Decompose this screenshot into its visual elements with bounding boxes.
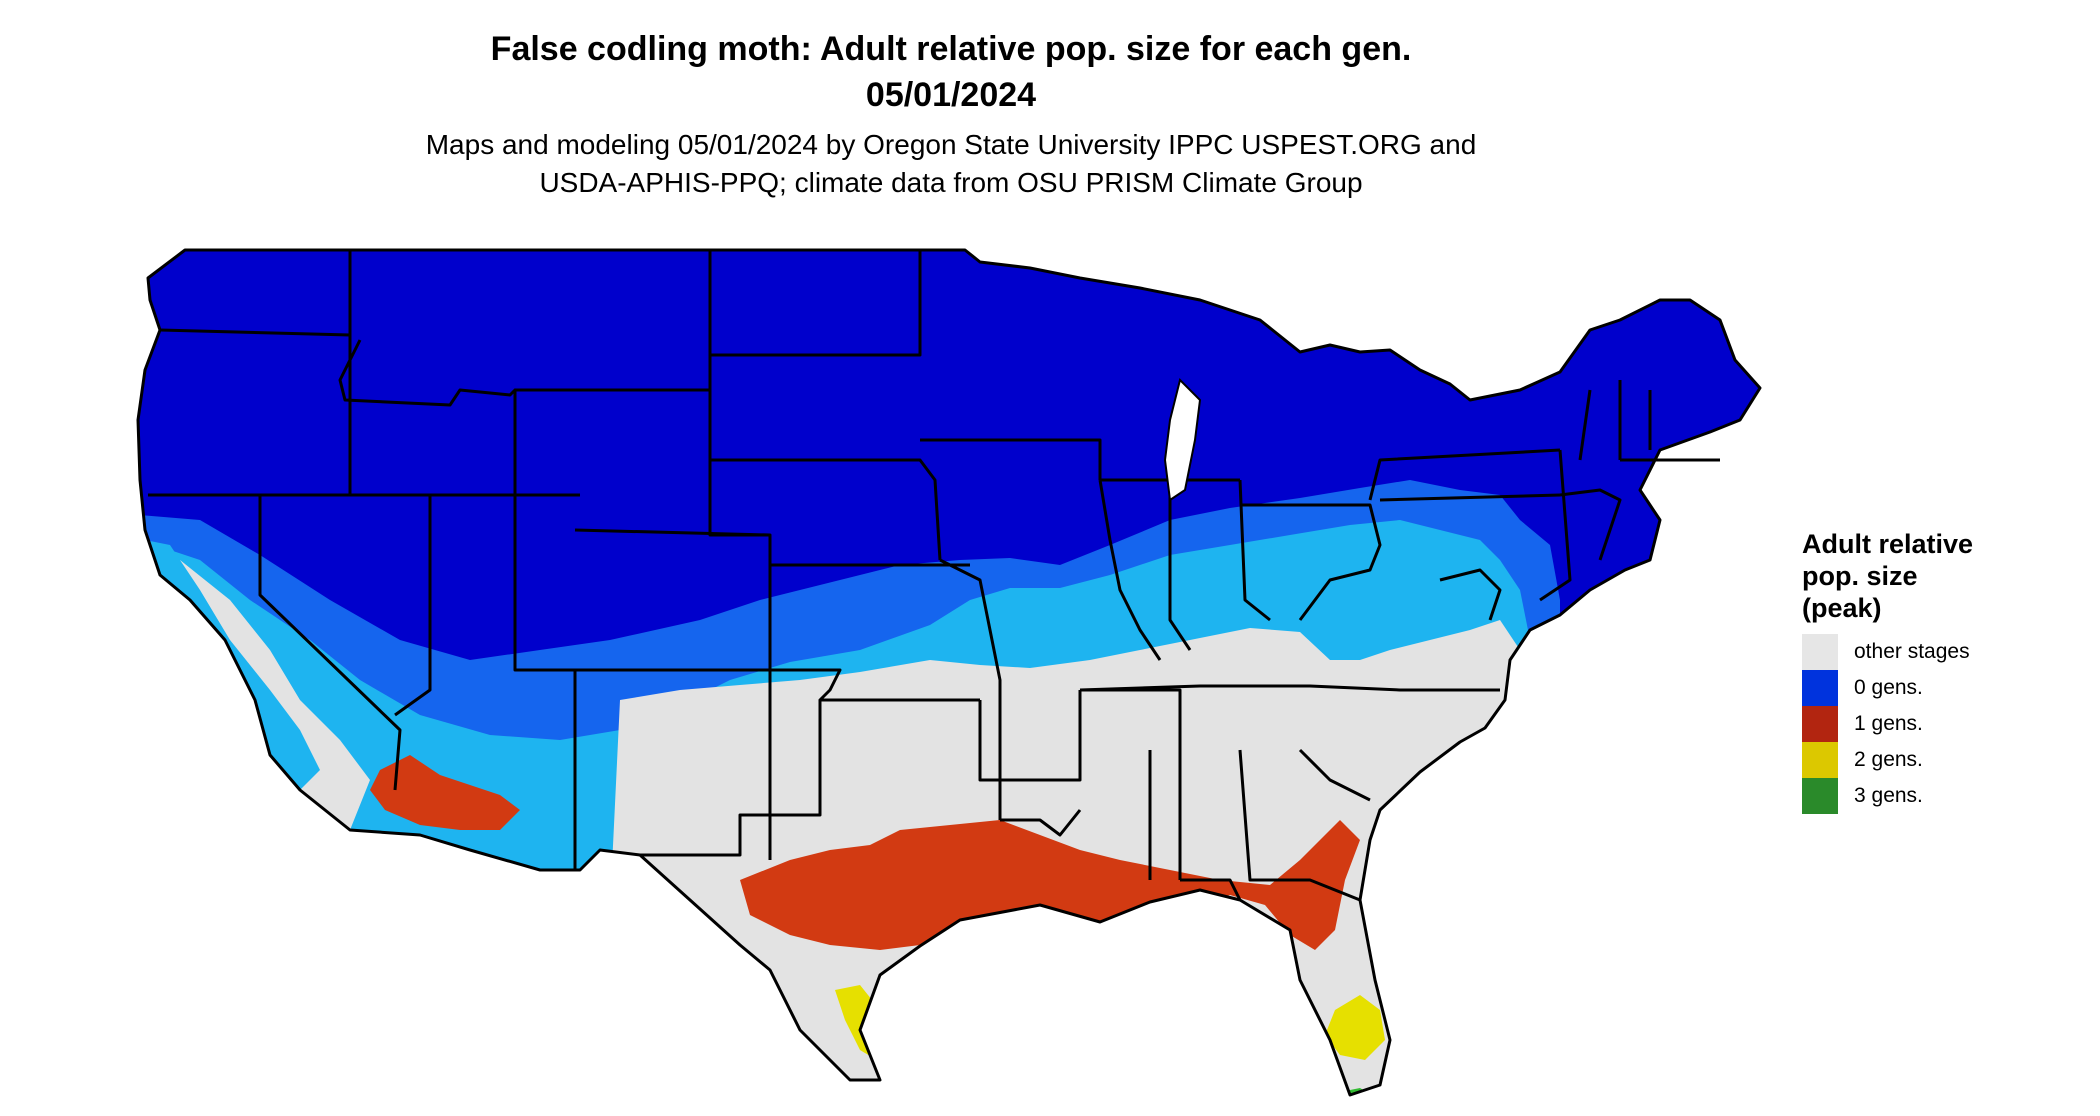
lake-michigan (1163, 378, 1202, 502)
zone-one-gen-gulf (740, 820, 1360, 950)
legend-swatch (1802, 742, 1838, 778)
legend: Adult relative pop. size (peak) other st… (1802, 528, 2042, 814)
legend-label: 1 gens. (1854, 712, 1923, 735)
subtitle-line-1: Maps and modeling 05/01/2024 by Oregon S… (425, 129, 1477, 160)
title-line-2: 05/01/2024 (865, 76, 1037, 114)
legend-item-other-stages: other stages (1802, 634, 2042, 670)
legend-label: 0 gens. (1854, 676, 1923, 699)
legend-title: Adult relative pop. size (peak) (1802, 528, 2042, 624)
legend-label: 2 gens. (1854, 748, 1923, 771)
state-borders (136, 248, 1762, 1097)
zone-two-gens-florida (1325, 995, 1385, 1060)
legend-title-line-3: (peak) (1802, 593, 1882, 623)
legend-item-2-gens: 2 gens. (1802, 742, 2042, 778)
legend-title-line-2: pop. size (1802, 561, 1918, 591)
legend-item-0-gens: 0 gens. (1802, 670, 2042, 706)
legend-swatch (1802, 670, 1838, 706)
legend-title-line-1: Adult relative (1802, 529, 1974, 559)
legend-swatch (1802, 778, 1838, 814)
subtitle-line-2: USDA-APHIS-PPQ; climate data from OSU PR… (539, 167, 1363, 198)
map-title: False codling moth: Adult relative pop. … (0, 26, 1902, 118)
legend-swatch (1802, 634, 1838, 670)
legend-items: other stages 0 gens. 1 gens. 2 gens. 3 g… (1802, 634, 2042, 814)
legend-item-3-gens: 3 gens. (1802, 778, 2042, 814)
great-lakes (1163, 378, 1202, 502)
title-line-1: False codling moth: Adult relative pop. … (490, 30, 1412, 68)
zone-one-gen-arizona (370, 755, 520, 830)
map-subtitle: Maps and modeling 05/01/2024 by Oregon S… (0, 126, 1902, 202)
legend-label: 3 gens. (1854, 784, 1923, 807)
legend-label: other stages (1854, 640, 1970, 663)
legend-item-1-gens: 1 gens. (1802, 706, 2042, 742)
legend-swatch (1802, 706, 1838, 742)
